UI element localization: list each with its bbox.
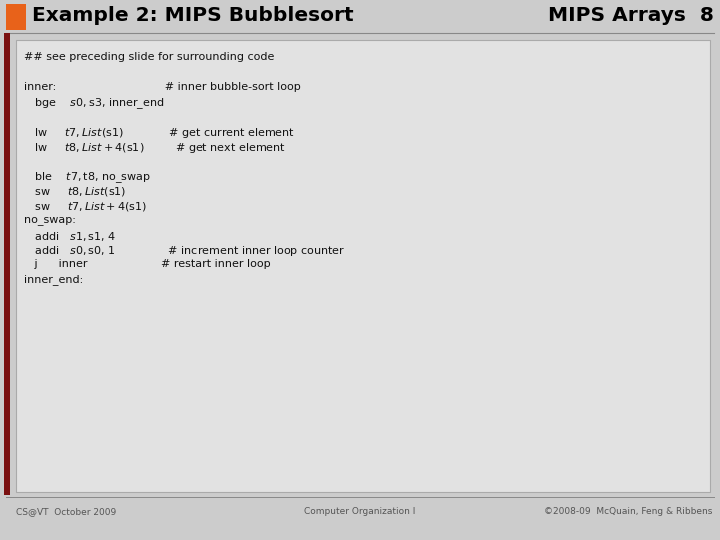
Bar	[4, 33, 10, 495]
Text: inner:                               # inner bubble-sort loop: inner: # inner bubble-sort loop	[24, 82, 301, 92]
Text: bge    $s0, $s3, inner_end: bge $s0, $s3, inner_end	[24, 97, 164, 111]
Text: addi   $s1, $s1, 4: addi $s1, $s1, 4	[24, 230, 116, 242]
Text: j      inner                     # restart inner loop: j inner # restart inner loop	[24, 259, 271, 269]
Text: sw     $t7, List + 4($s1): sw $t7, List + 4($s1)	[24, 200, 147, 213]
Text: no_swap:: no_swap:	[24, 215, 76, 225]
Text: Computer Organization I: Computer Organization I	[305, 508, 415, 516]
FancyBboxPatch shape	[16, 40, 710, 492]
Text: addi   $s0, $s0, 1               # increment inner loop counter: addi $s0, $s0, 1 # increment inner loop …	[24, 245, 346, 259]
Text: ## see preceding slide for surrounding code: ## see preceding slide for surrounding c…	[24, 52, 274, 62]
Bar	[6, 4, 26, 30]
Text: inner_end:: inner_end:	[24, 274, 84, 285]
Text: ©2008-09  McQuain, Feng & Ribbens: ©2008-09 McQuain, Feng & Ribbens	[544, 508, 712, 516]
Text: lw     $t8, List + 4($s1)         # get next element: lw $t8, List + 4($s1) # get next element	[24, 141, 286, 155]
Text: ble    $t7, $t8, no_swap: ble $t7, $t8, no_swap	[24, 171, 151, 185]
Text: Example 2: MIPS Bubblesort: Example 2: MIPS Bubblesort	[32, 6, 354, 25]
Text: CS@VT  October 2009: CS@VT October 2009	[16, 508, 116, 516]
Text: MIPS Arrays  8: MIPS Arrays 8	[548, 6, 714, 25]
Text: lw     $t7, List($s1)             # get current element: lw $t7, List($s1) # get current element	[24, 126, 295, 140]
Text: sw     $t8, List($s1): sw $t8, List($s1)	[24, 185, 127, 198]
